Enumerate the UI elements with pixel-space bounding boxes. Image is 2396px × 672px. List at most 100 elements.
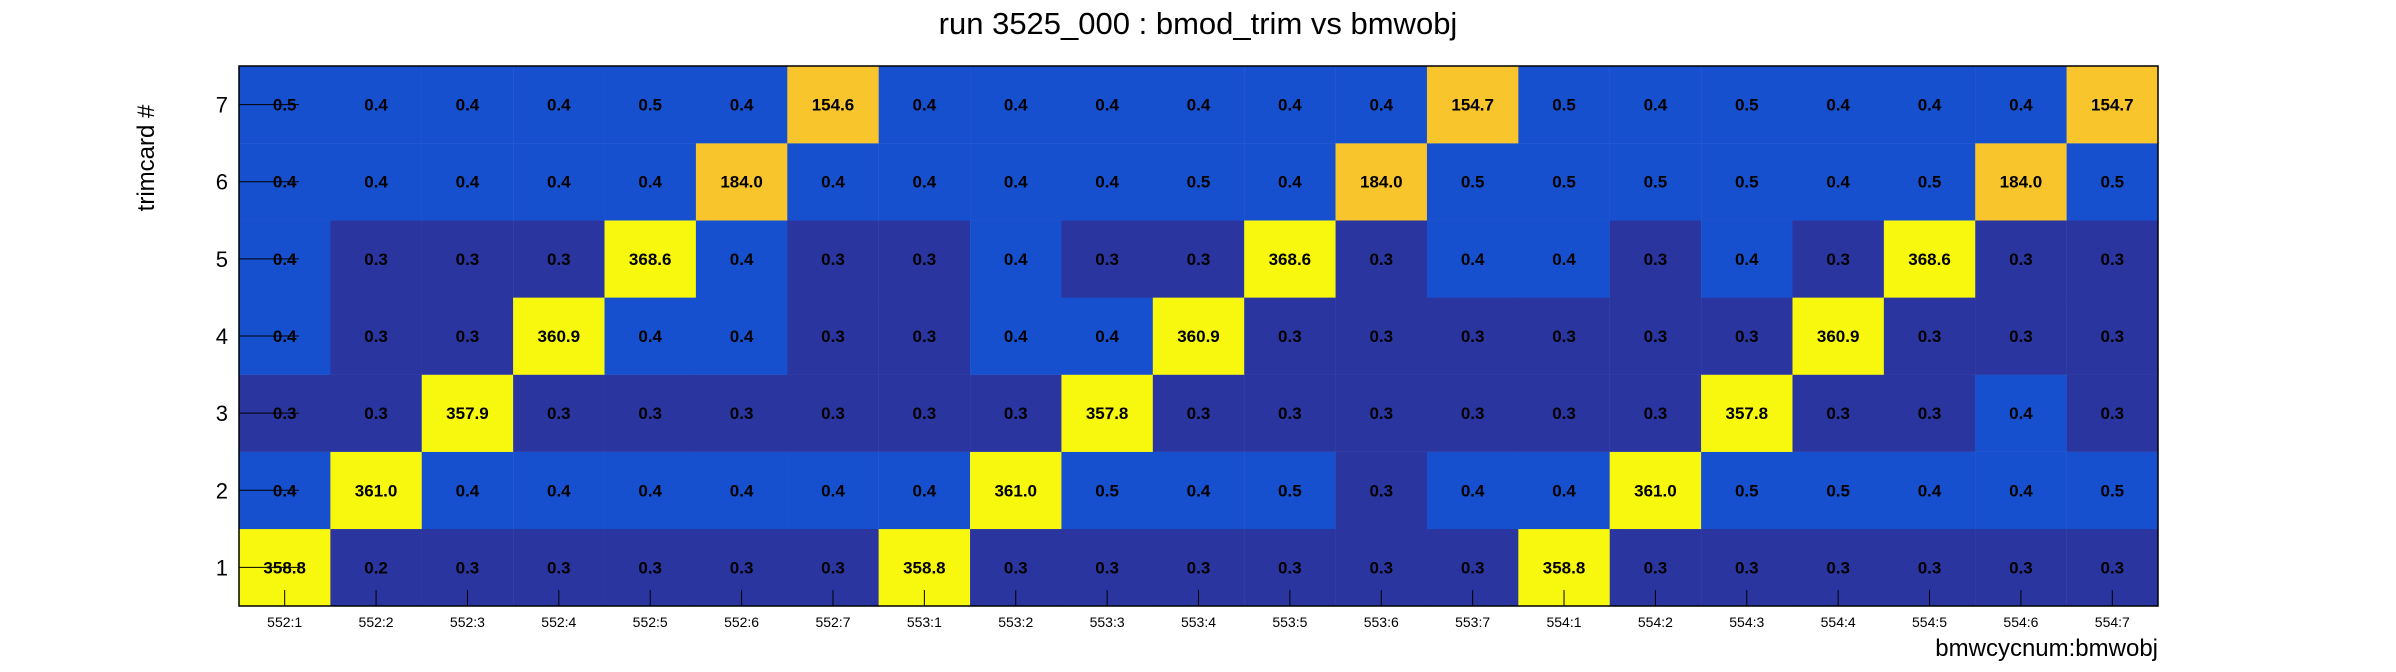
cell-value-label-553-6-3: 0.3 <box>1369 404 1393 423</box>
cell-value-label-552-6-7: 0.4 <box>730 96 754 115</box>
cell-value-label-552-4-6: 0.4 <box>547 173 571 192</box>
heatmap-cell-553-7-7 <box>1426 66 1519 144</box>
cell-value-label-554-1-4: 0.3 <box>1552 327 1576 346</box>
heatmap-cell-552-3-6 <box>421 143 514 221</box>
heatmap-cell-553-7-3 <box>1426 374 1519 452</box>
cell-value-label-552-5-7: 0.5 <box>638 96 662 115</box>
heatmap-cell-554-4-2 <box>1792 451 1885 530</box>
cell-value-label-554-4-7: 0.4 <box>1826 96 1850 115</box>
cell-value-label-553-7-7: 154.7 <box>1451 96 1494 115</box>
heatmap-cell-554-3-2 <box>1701 451 1793 530</box>
heatmap-cell-554-5-3 <box>1883 374 1976 452</box>
cell-value-label-554-2-5: 0.3 <box>1644 250 1668 269</box>
heatmap-cell-553-1-7 <box>878 66 971 144</box>
x-tick-label-554-1: 554:1 <box>1546 614 1581 630</box>
x-tick-label-553-7: 553:7 <box>1455 614 1490 630</box>
cell-value-label-553-4-5: 0.3 <box>1187 250 1211 269</box>
x-tick-label-554-7: 554:7 <box>2095 614 2130 630</box>
cell-value-label-554-7-6: 0.5 <box>2100 173 2124 192</box>
heatmap-cell-553-4-5 <box>1152 220 1245 298</box>
heatmap-cell-552-4-2 <box>513 451 605 530</box>
cell-value-label-552-7-5: 0.3 <box>821 250 845 269</box>
cell-value-label-554-4-3: 0.3 <box>1826 404 1850 423</box>
cell-value-label-552-6-5: 0.4 <box>730 250 754 269</box>
heatmap-cell-554-7-4 <box>2066 297 2159 375</box>
heatmap-cell-554-2-5 <box>1609 220 1702 298</box>
heatmap-cell-552-3-2 <box>421 451 514 530</box>
cell-value-label-552-3-1: 0.3 <box>456 558 480 577</box>
cell-value-label-554-3-6: 0.5 <box>1735 173 1759 192</box>
cell-value-label-552-5-4: 0.4 <box>638 327 662 346</box>
y-axis-title: trimcard # <box>133 104 160 211</box>
cell-value-label-553-6-2: 0.3 <box>1369 481 1393 500</box>
cell-value-label-552-4-5: 0.3 <box>547 250 571 269</box>
cell-value-label-553-5-1: 0.3 <box>1278 558 1302 577</box>
x-tick-label-552-2: 552:2 <box>359 614 394 630</box>
heatmap-cell-554-7-6 <box>2066 143 2159 221</box>
cell-value-label-554-4-1: 0.3 <box>1826 558 1850 577</box>
heatmap-cell-553-2-2 <box>970 451 1062 530</box>
x-tick-label-552-5: 552:5 <box>633 614 668 630</box>
cell-value-label-553-4-4: 360.9 <box>1177 327 1220 346</box>
heatmap-cell-552-6-3 <box>695 374 788 452</box>
heatmap-cell-552-4-5 <box>513 220 605 298</box>
heatmap-cell-554-1-2 <box>1518 451 1610 530</box>
heatmap-cell-552-5-5 <box>604 220 697 298</box>
cell-value-label-553-1-7: 0.4 <box>913 96 937 115</box>
cell-value-label-552-6-2: 0.4 <box>730 481 754 500</box>
cell-value-label-552-7-3: 0.3 <box>821 404 845 423</box>
cell-value-label-553-5-7: 0.4 <box>1278 96 1302 115</box>
cell-value-label-553-5-2: 0.5 <box>1278 481 1302 500</box>
x-tick-label-553-4: 553:4 <box>1181 614 1216 630</box>
cell-value-label-554-5-2: 0.4 <box>1918 481 1942 500</box>
heatmap-cell-552-7-6 <box>787 143 879 221</box>
cell-value-label-553-6-1: 0.3 <box>1369 558 1393 577</box>
cell-value-label-553-1-4: 0.3 <box>913 327 937 346</box>
cell-value-label-553-3-7: 0.4 <box>1095 96 1119 115</box>
cell-value-label-553-1-1: 358.8 <box>903 558 946 577</box>
heatmap-cell-554-5-5 <box>1883 220 1976 298</box>
cell-value-label-552-7-4: 0.3 <box>821 327 845 346</box>
heatmap-cell-554-2-6 <box>1609 143 1702 221</box>
x-tick-label-554-4: 554:4 <box>1821 614 1856 630</box>
cell-value-label-552-2-6: 0.4 <box>364 173 388 192</box>
cell-value-label-552-7-6: 0.4 <box>821 173 845 192</box>
heatmap-cell-552-6-4 <box>695 297 788 375</box>
heatmap-cell-554-5-7 <box>1883 66 1976 144</box>
cell-value-label-552-6-4: 0.4 <box>730 327 754 346</box>
x-tick-label-552-7: 552:7 <box>815 614 850 630</box>
cell-value-label-554-2-2: 361.0 <box>1634 481 1677 500</box>
heatmap-cell-553-7-5 <box>1426 220 1519 298</box>
cell-value-label-552-4-2: 0.4 <box>547 481 571 500</box>
heatmap-cell-552-7-4 <box>787 297 879 375</box>
cell-value-label-552-6-3: 0.3 <box>730 404 754 423</box>
heatmap-cell-552-7-5 <box>787 220 879 298</box>
cell-value-label-553-3-4: 0.4 <box>1095 327 1119 346</box>
cell-value-label-554-3-3: 357.8 <box>1726 404 1769 423</box>
heatmap-cell-552-4-6 <box>513 143 605 221</box>
x-tick-label-554-2: 554:2 <box>1638 614 1673 630</box>
heatmap-cell-552-6-6 <box>695 143 788 221</box>
cell-value-label-554-6-6: 184.0 <box>2000 173 2043 192</box>
cell-value-label-552-4-4: 360.9 <box>538 327 581 346</box>
heatmap-cell-554-7-5 <box>2066 220 2159 298</box>
heatmap-cell-553-3-4 <box>1061 297 1154 375</box>
cell-value-label-554-2-6: 0.5 <box>1644 173 1668 192</box>
heatmap-cell-554-4-4 <box>1792 297 1885 375</box>
cell-value-label-553-4-1: 0.3 <box>1187 558 1211 577</box>
cell-value-label-553-1-2: 0.4 <box>913 481 937 500</box>
cell-value-label-552-3-2: 0.4 <box>456 481 480 500</box>
cell-value-label-552-2-2: 361.0 <box>355 481 398 500</box>
x-tick-label-552-4: 552:4 <box>541 614 576 630</box>
heatmap-cell-553-4-4 <box>1152 297 1245 375</box>
heatmap-cell-553-7-6 <box>1426 143 1519 221</box>
heatmap-cell-554-6-5 <box>1975 220 2067 298</box>
cell-value-label-552-6-6: 184.0 <box>720 173 763 192</box>
cell-value-label-553-6-7: 0.4 <box>1369 96 1393 115</box>
cell-value-label-553-6-6: 184.0 <box>1360 173 1403 192</box>
cell-value-label-554-7-1: 0.3 <box>2100 558 2124 577</box>
heatmap-cell-553-6-6 <box>1335 143 1428 221</box>
y-tick-label-2: 2 <box>216 478 228 503</box>
heatmap-cell-552-2-3 <box>330 374 422 452</box>
